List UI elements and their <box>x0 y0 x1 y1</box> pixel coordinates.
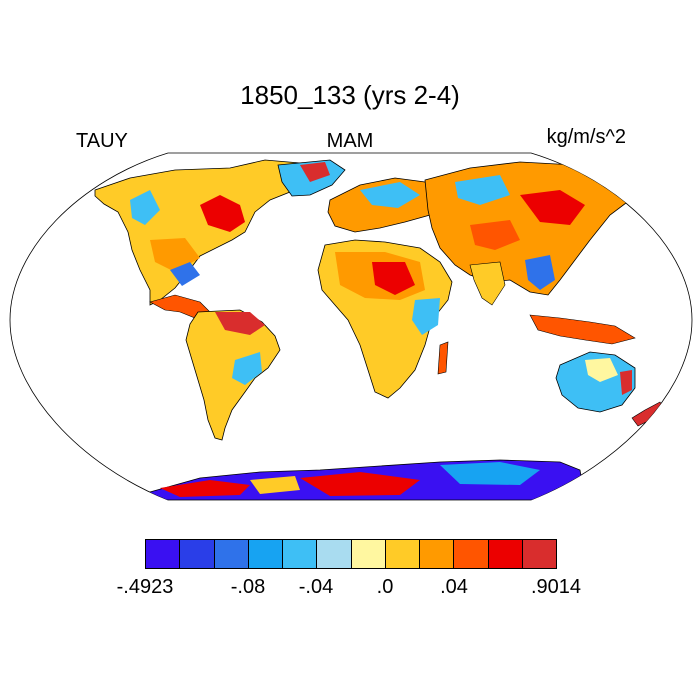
colorbar-swatch <box>385 540 420 568</box>
indonesia <box>529 314 636 345</box>
antarctica-red-2 <box>300 472 420 496</box>
colorbar-tick-label: -.4923 <box>116 576 174 598</box>
africa-core-red <box>372 262 415 295</box>
greenland-red <box>300 162 330 182</box>
australia-yellow <box>585 358 618 382</box>
colorbar-swatch <box>317 540 352 568</box>
colorbar-swatch <box>420 540 455 568</box>
colorbar-swatch <box>146 540 181 568</box>
antarctica-yellow <box>250 476 300 494</box>
colorbar-swatch <box>283 540 318 568</box>
colorbar-swatch <box>454 540 489 568</box>
variable-label: TAUY <box>76 130 128 152</box>
asia-red-1 <box>520 190 585 225</box>
colorbar-swatch <box>214 540 249 568</box>
colorbar-swatch <box>488 540 523 568</box>
season-label: MAM <box>326 130 374 152</box>
africa-east-blue <box>412 298 440 335</box>
units-label: kg/m/s^2 <box>546 126 626 148</box>
na-blue-patch <box>130 190 160 225</box>
australia-red <box>620 370 632 395</box>
colorbar-swatch <box>522 540 556 568</box>
plot-title: 1850_133 (yrs 2-4) <box>240 80 460 110</box>
india <box>469 261 506 306</box>
na-red-patch <box>200 195 245 232</box>
colorbar-tick-label: -.08 <box>230 576 266 598</box>
colorbar-swatch <box>248 540 283 568</box>
antarctica-blue-1 <box>440 462 540 485</box>
europe-blue <box>360 182 420 208</box>
madagascar <box>437 341 449 375</box>
colorbar-tick-label: -.04 <box>298 576 334 598</box>
australia <box>555 351 636 413</box>
antarctica-red-1 <box>160 480 250 497</box>
asia-red-2 <box>470 220 520 250</box>
sa-red-patch <box>215 312 265 335</box>
na-gulf-blue <box>170 262 200 286</box>
sa-blue-patch <box>232 352 262 385</box>
colorbar <box>145 539 557 569</box>
se-asia-blue <box>525 255 555 290</box>
colorbar-swatch <box>180 540 215 568</box>
colorbar-tick-label: .9014 <box>530 576 582 598</box>
asia-blue-1 <box>455 175 510 205</box>
colorbar-tick-label: .0 <box>376 576 394 598</box>
colorbar-swatch <box>351 540 386 568</box>
colorbar-tick-label: .04 <box>440 576 468 598</box>
